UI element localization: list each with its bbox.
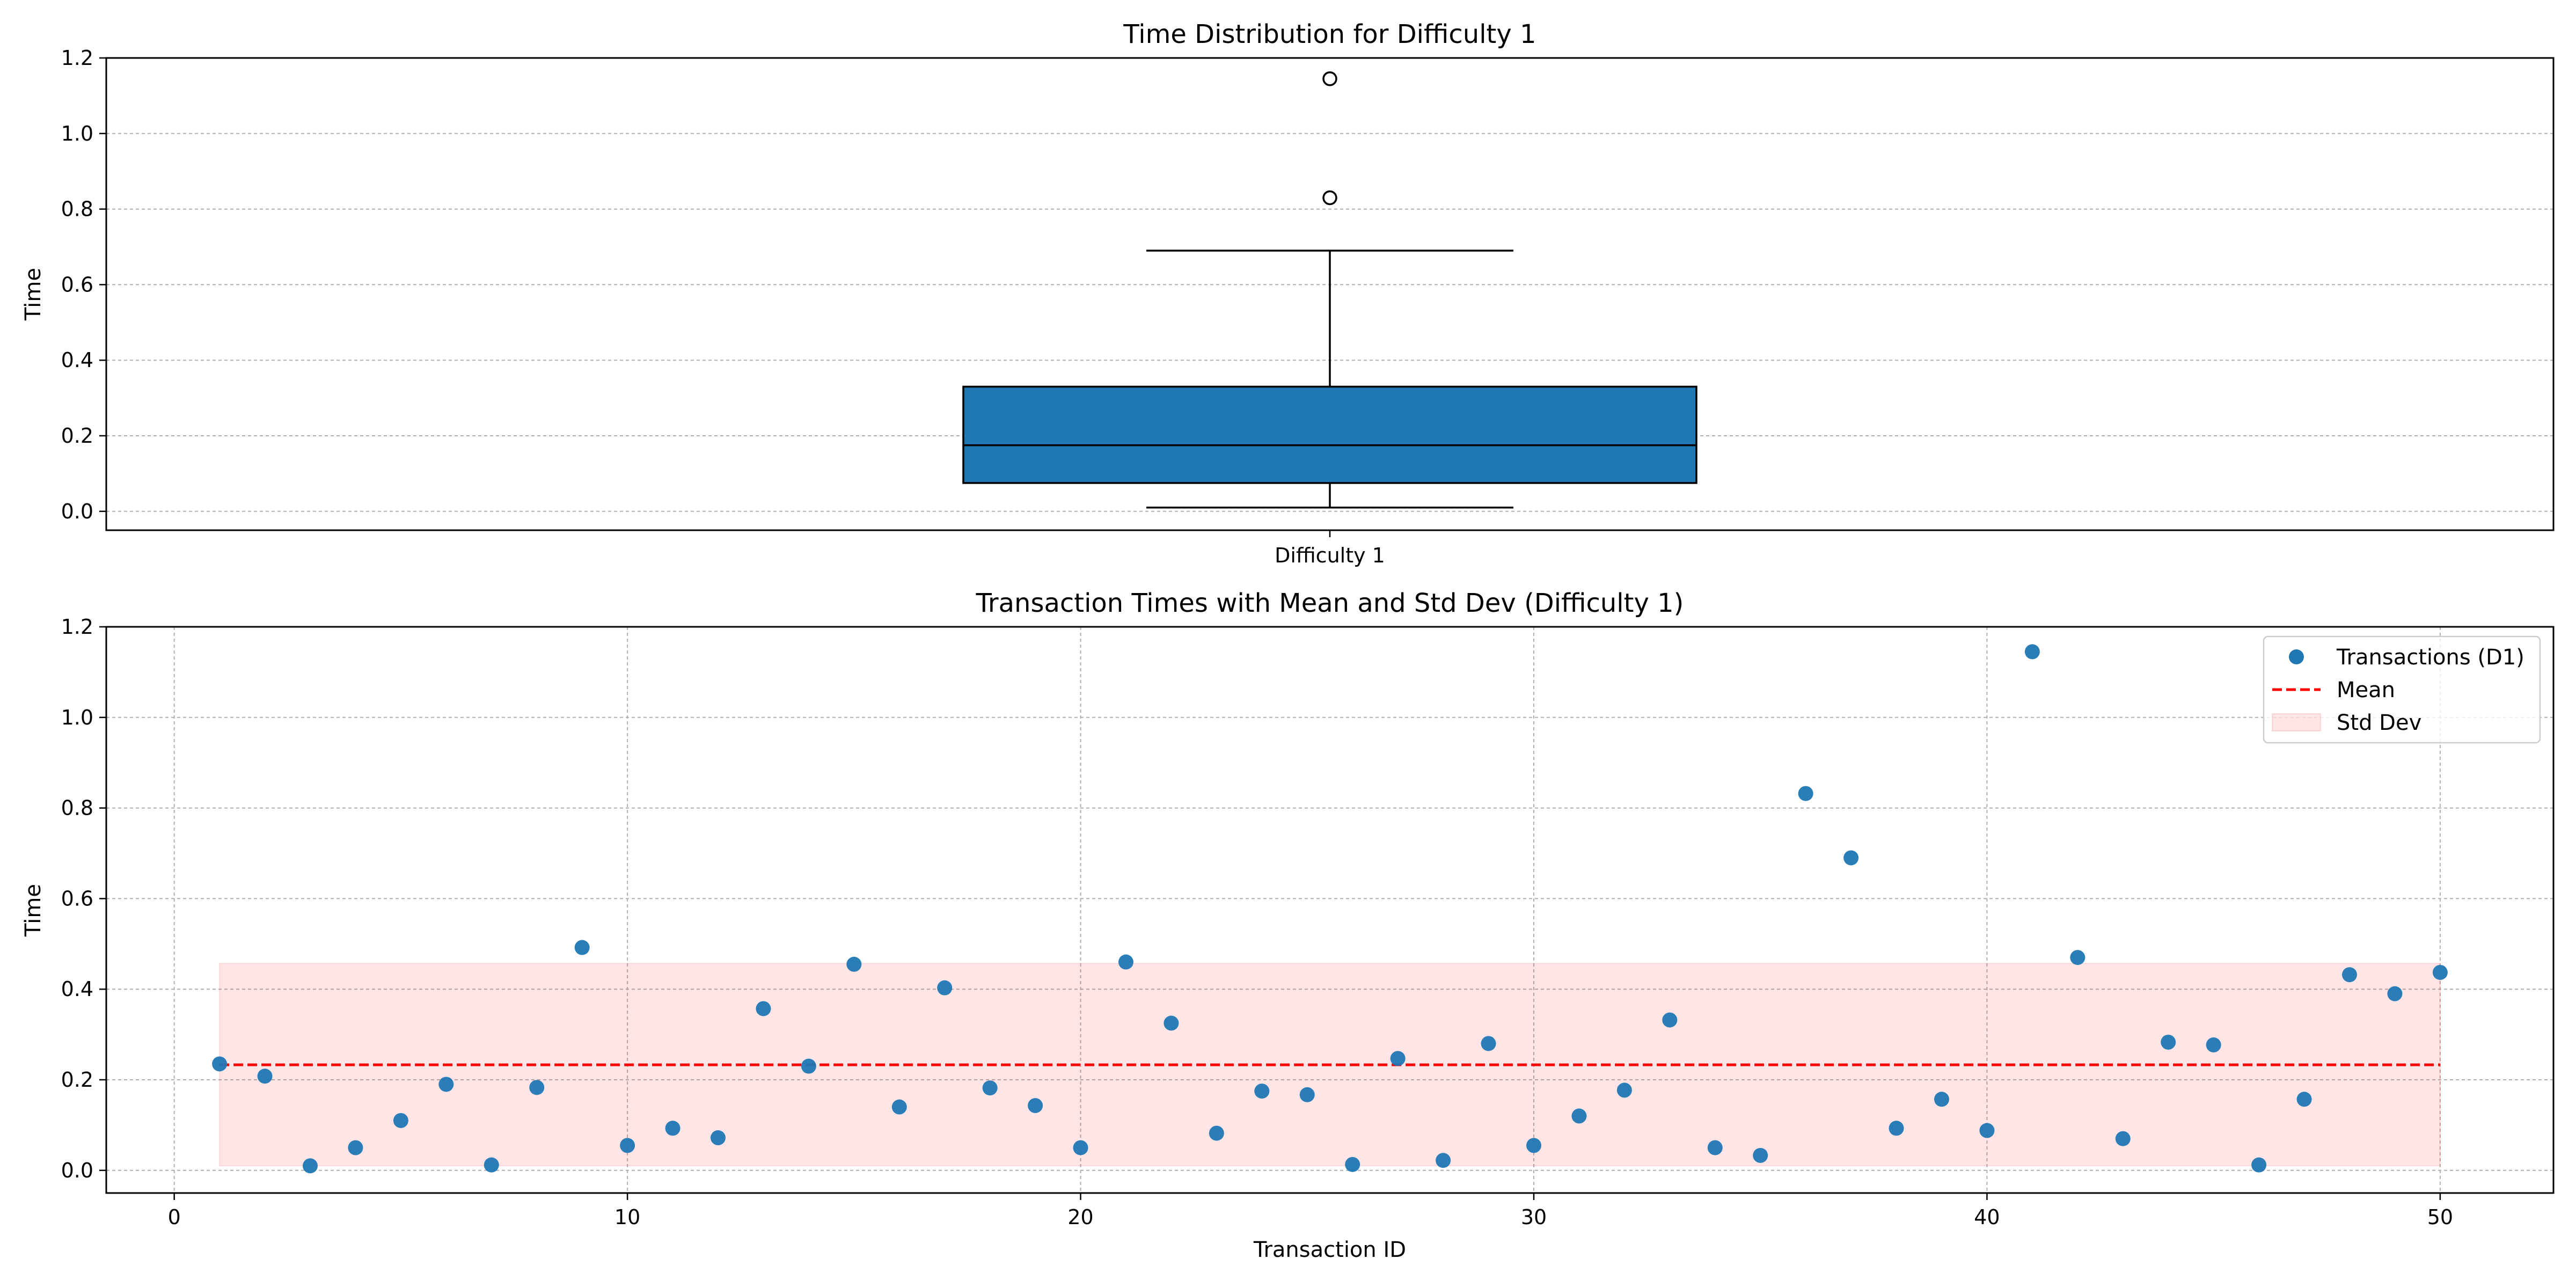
scatter-plot-x-tick-label: 0	[168, 1205, 181, 1229]
scatter-plot-x-tick-label: 20	[1067, 1205, 1093, 1229]
transaction-point	[1254, 1084, 1270, 1099]
scatter-plot-y-ticks: 0.0 0.2 0.4 0.6 0.8 1.0 1.2	[61, 615, 106, 1182]
transaction-point	[393, 1113, 408, 1128]
transaction-point	[620, 1138, 635, 1153]
legend-label-std-dev: Std Dev	[2337, 711, 2421, 735]
transaction-point	[1571, 1108, 1587, 1124]
transaction-point	[1390, 1051, 1406, 1066]
transaction-point	[1299, 1087, 1315, 1102]
transaction-point	[1707, 1140, 1723, 1155]
transaction-point	[2161, 1034, 2176, 1050]
transaction-point	[1209, 1125, 1224, 1141]
scatter-plot-x-axis-label: Transaction ID	[1253, 1238, 1406, 1262]
scatter-plot-y-tick-label: 0.6	[61, 887, 93, 910]
transaction-point	[2251, 1157, 2267, 1173]
transaction-point	[1073, 1140, 1088, 1155]
transaction-point	[1345, 1157, 1360, 1172]
box-plot-y-ticks: 0.0 0.2 0.4 0.6 0.8 1.0 1.2	[61, 46, 106, 523]
scatter-plot-x-tick-label: 10	[614, 1205, 640, 1229]
transaction-point	[1889, 1121, 1904, 1136]
transaction-point	[303, 1158, 318, 1174]
scatter-plot-title: Transaction Times with Mean and Std Dev …	[976, 588, 1684, 618]
transaction-point	[1753, 1147, 1768, 1163]
box-plot-y-axis-label: Time	[21, 268, 46, 321]
transaction-point	[2387, 986, 2403, 1001]
box-plot-y-tick-label: 1.2	[61, 46, 93, 70]
scatter-plot-x-tick-label: 30	[1521, 1205, 1547, 1229]
transaction-points	[212, 644, 2448, 1174]
transaction-point	[1436, 1153, 1451, 1168]
transaction-point	[937, 980, 953, 996]
scatter-plot-x-ticks: 0 10 20 30 40 50	[168, 1193, 2453, 1229]
outlier-point	[1322, 190, 1337, 206]
scatter-plot-frame	[105, 626, 2555, 1194]
transaction-point	[1118, 954, 1133, 970]
box-plot-title: Time Distribution for Difficulty 1	[1123, 19, 1536, 49]
box-plot-y-tick-label: 0.4	[61, 348, 93, 372]
transaction-point	[2432, 964, 2448, 980]
legend-marker-transactions	[2289, 649, 2304, 664]
scatter-plot-x-tick-label: 50	[2427, 1205, 2453, 1229]
legend-marker-std-dev	[2272, 713, 2321, 731]
transaction-point	[846, 956, 862, 972]
transaction-point	[438, 1077, 454, 1092]
transaction-point	[1028, 1098, 1043, 1114]
transaction-point	[348, 1140, 363, 1155]
transaction-point	[1163, 1015, 1179, 1031]
transaction-point	[2296, 1092, 2312, 1107]
transaction-point	[891, 1099, 907, 1115]
transaction-point	[1934, 1092, 1949, 1107]
transaction-point	[484, 1157, 499, 1173]
outlier-point	[1322, 71, 1337, 86]
transaction-point	[1526, 1138, 1541, 1153]
scatter-plot-y-axis-label: Time	[21, 884, 46, 937]
scatter-plot-y-tick-label: 1.2	[61, 615, 93, 639]
transaction-point	[2070, 950, 2085, 965]
legend-label-transactions: Transactions (D1)	[2336, 645, 2524, 670]
transaction-point	[2115, 1131, 2131, 1146]
transaction-point	[982, 1080, 998, 1096]
transaction-point	[1798, 786, 1813, 801]
legend-label-mean: Mean	[2337, 678, 2395, 702]
transaction-point	[756, 1001, 771, 1016]
transaction-point	[2206, 1037, 2221, 1053]
scatter-plot-y-tick-label: 0.0	[61, 1159, 93, 1182]
scatter-plot-y-tick-label: 0.4	[61, 977, 93, 1001]
interquartile-box	[962, 385, 1697, 484]
scatter-plot-y-tick-label: 0.2	[61, 1068, 93, 1092]
box-plot-y-tick-label: 0.6	[61, 273, 93, 296]
transaction-point	[2342, 967, 2357, 983]
transaction-point	[1979, 1123, 1995, 1138]
transaction-point	[1481, 1036, 1496, 1051]
box-plot-marks	[962, 71, 1697, 509]
transaction-point	[529, 1080, 545, 1095]
box-plot-y-tick-label: 0.8	[61, 197, 93, 221]
box-plot-x-tick-label: Difficulty 1	[1275, 544, 1385, 567]
scatter-plot-panel: 0.0 0.2 0.4 0.6 0.8 1.0 1.2 0 10 20 30 40 50 Transa…	[21, 588, 2555, 1262]
box-plot-panel: 0.0 0.2 0.4 0.6 0.8 1.0 1.2 Time Distribution …	[21, 19, 2555, 567]
transaction-point	[711, 1130, 726, 1146]
transaction-point	[1616, 1082, 1632, 1098]
scatter-plot-y-tick-label: 1.0	[61, 706, 93, 729]
scatter-plot-x-tick-label: 40	[1974, 1205, 2000, 1229]
box-plot-y-tick-label: 0.2	[61, 424, 93, 448]
box-plot-y-tick-label: 1.0	[61, 122, 93, 145]
transaction-point	[2024, 644, 2040, 660]
transaction-point	[1843, 850, 1859, 866]
scatter-plot-y-tick-label: 0.8	[61, 796, 93, 820]
transaction-point	[257, 1069, 273, 1084]
transaction-point	[212, 1056, 228, 1072]
transaction-point	[574, 940, 590, 955]
transaction-point	[801, 1058, 816, 1074]
scatter-plot-area	[106, 627, 2553, 1193]
legend: Transactions (D1) Mean Std Dev	[2263, 635, 2541, 744]
legend-frame	[2263, 635, 2541, 744]
transaction-point	[1662, 1012, 1678, 1028]
box-plot-y-tick-label: 0.0	[61, 500, 93, 523]
transaction-point	[665, 1121, 680, 1136]
